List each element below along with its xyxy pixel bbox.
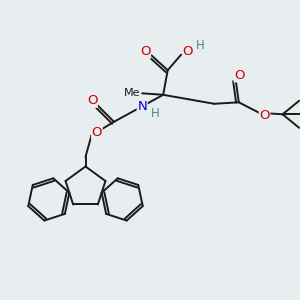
Text: Me: Me (124, 88, 140, 98)
Text: H: H (151, 107, 160, 120)
Text: O: O (234, 69, 245, 82)
Text: O: O (140, 45, 151, 58)
Text: H: H (196, 39, 205, 52)
Text: O: O (182, 45, 193, 58)
Text: O: O (260, 109, 270, 122)
Text: N: N (137, 100, 147, 113)
Text: O: O (87, 94, 97, 107)
Text: O: O (92, 126, 102, 139)
